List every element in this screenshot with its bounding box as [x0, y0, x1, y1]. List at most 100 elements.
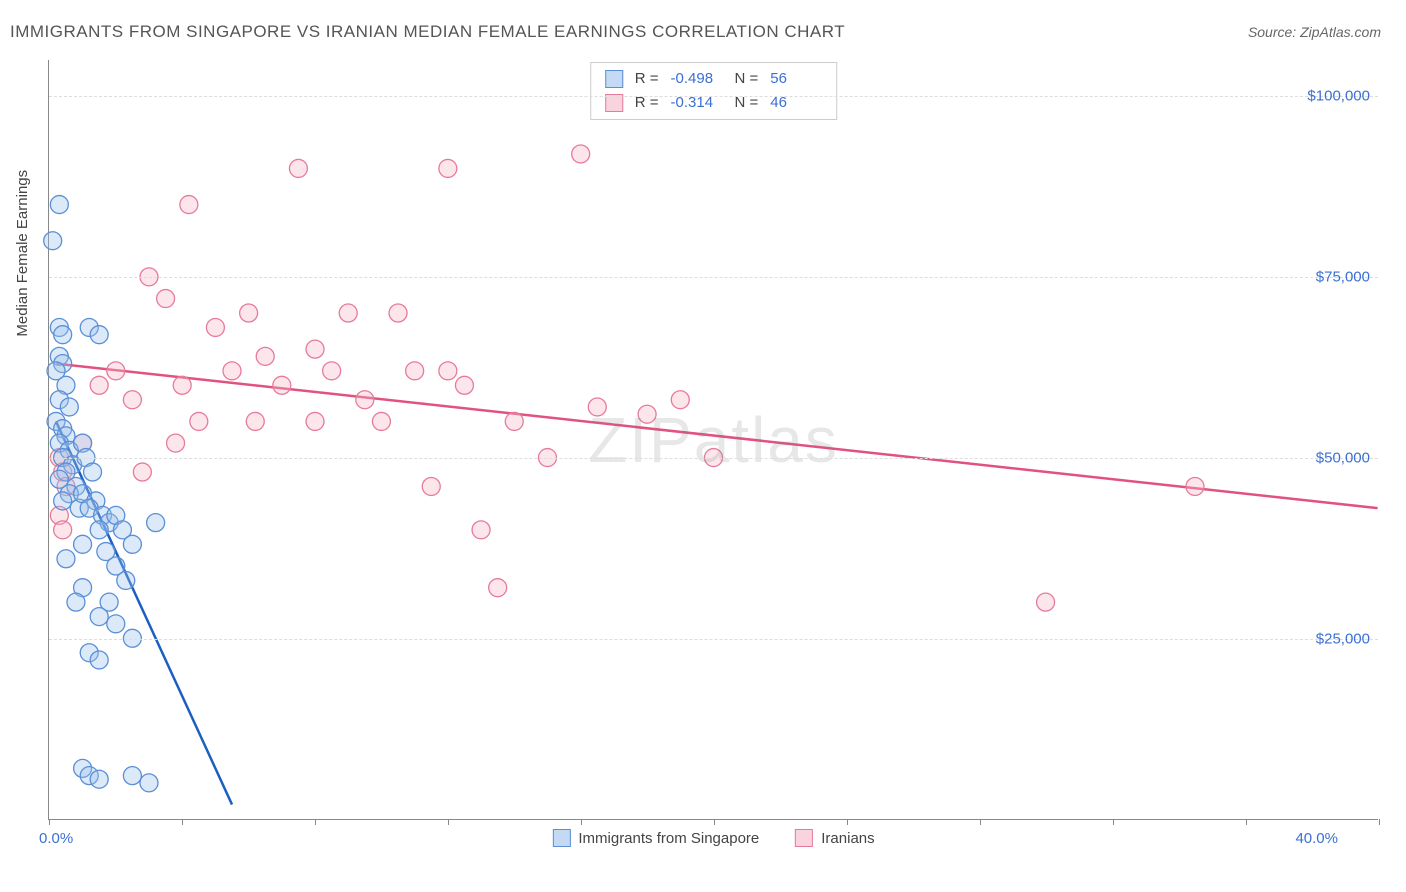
scatter-point: [90, 326, 108, 344]
gridline: [49, 639, 1378, 640]
scatter-point: [406, 362, 424, 380]
legend-label-1: Iranians: [821, 830, 874, 847]
scatter-point: [246, 412, 264, 430]
scatter-point: [84, 463, 102, 481]
scatter-point: [123, 391, 141, 409]
source-attribution: Source: ZipAtlas.com: [1248, 24, 1381, 40]
x-tick: [847, 819, 848, 825]
scatter-point: [90, 521, 108, 539]
scatter-point: [356, 391, 374, 409]
scatter-point: [67, 593, 85, 611]
scatter-point: [123, 767, 141, 785]
x-tick: [1113, 819, 1114, 825]
scatter-point: [289, 159, 307, 177]
scatter-point: [57, 550, 75, 568]
y-axis-label: Median Female Earnings: [14, 170, 31, 337]
gridline: [49, 277, 1378, 278]
scatter-point: [54, 492, 72, 510]
trend-line: [56, 364, 1378, 509]
scatter-point: [422, 477, 440, 495]
scatter-point: [306, 340, 324, 358]
scatter-point: [256, 347, 274, 365]
scatter-point: [117, 571, 135, 589]
scatter-point: [107, 362, 125, 380]
n-value-0: 56: [770, 67, 822, 91]
scatter-point: [240, 304, 258, 322]
scatter-point: [90, 376, 108, 394]
gridline: [49, 458, 1378, 459]
scatter-point: [671, 391, 689, 409]
legend: Immigrants from Singapore Iranians: [552, 829, 874, 847]
x-tick: [315, 819, 316, 825]
scatter-point: [1186, 477, 1204, 495]
x-tick: [980, 819, 981, 825]
swatch-series-0: [605, 70, 623, 88]
x-tick: [714, 819, 715, 825]
scatter-point: [123, 535, 141, 553]
plot-area: ZIPatlas R = -0.498 N = 56 R = -0.314 N …: [48, 60, 1378, 820]
scatter-point: [306, 412, 324, 430]
legend-item-0: Immigrants from Singapore: [552, 829, 759, 847]
stats-row-series-1: R = -0.314 N = 46: [605, 91, 823, 115]
scatter-point: [180, 196, 198, 214]
scatter-point: [372, 412, 390, 430]
r-label-1: R =: [635, 91, 659, 115]
y-tick-label: $50,000: [1316, 450, 1370, 467]
y-tick-label: $75,000: [1316, 269, 1370, 286]
x-tick: [182, 819, 183, 825]
scatter-point: [439, 362, 457, 380]
x-tick: [1379, 819, 1380, 825]
scatter-point: [489, 579, 507, 597]
chart-title: IMMIGRANTS FROM SINGAPORE VS IRANIAN MED…: [10, 22, 845, 42]
legend-swatch-1: [795, 829, 813, 847]
scatter-point: [439, 159, 457, 177]
scatter-svg: [49, 60, 1378, 819]
r-label-0: R =: [635, 67, 659, 91]
r-value-1: -0.314: [671, 91, 723, 115]
x-axis-min-label: 0.0%: [39, 830, 73, 847]
scatter-point: [588, 398, 606, 416]
scatter-point: [90, 651, 108, 669]
scatter-point: [638, 405, 656, 423]
x-tick: [49, 819, 50, 825]
legend-swatch-0: [552, 829, 570, 847]
scatter-point: [54, 326, 72, 344]
scatter-point: [140, 774, 158, 792]
x-tick: [1246, 819, 1247, 825]
scatter-point: [90, 770, 108, 788]
scatter-point: [455, 376, 473, 394]
scatter-point: [60, 398, 78, 416]
x-tick: [581, 819, 582, 825]
scatter-point: [147, 514, 165, 532]
chart-container: IMMIGRANTS FROM SINGAPORE VS IRANIAN MED…: [0, 0, 1406, 892]
scatter-point: [173, 376, 191, 394]
scatter-point: [74, 535, 92, 553]
scatter-point: [44, 232, 62, 250]
scatter-point: [90, 608, 108, 626]
scatter-point: [54, 521, 72, 539]
n-label-1: N =: [735, 91, 759, 115]
y-tick-label: $100,000: [1307, 88, 1370, 105]
scatter-point: [323, 362, 341, 380]
scatter-point: [572, 145, 590, 163]
scatter-point: [472, 521, 490, 539]
scatter-point: [190, 412, 208, 430]
legend-item-1: Iranians: [795, 829, 874, 847]
scatter-point: [339, 304, 357, 322]
scatter-point: [273, 376, 291, 394]
legend-label-0: Immigrants from Singapore: [578, 830, 759, 847]
scatter-point: [1037, 593, 1055, 611]
y-tick-label: $25,000: [1316, 631, 1370, 648]
scatter-point: [50, 196, 68, 214]
scatter-point: [223, 362, 241, 380]
scatter-point: [167, 434, 185, 452]
stats-row-series-0: R = -0.498 N = 56: [605, 67, 823, 91]
r-value-0: -0.498: [671, 67, 723, 91]
x-axis-max-label: 40.0%: [1295, 830, 1338, 847]
scatter-point: [107, 615, 125, 633]
scatter-point: [206, 318, 224, 336]
gridline: [49, 96, 1378, 97]
scatter-point: [389, 304, 407, 322]
scatter-point: [133, 463, 151, 481]
scatter-point: [157, 290, 175, 308]
